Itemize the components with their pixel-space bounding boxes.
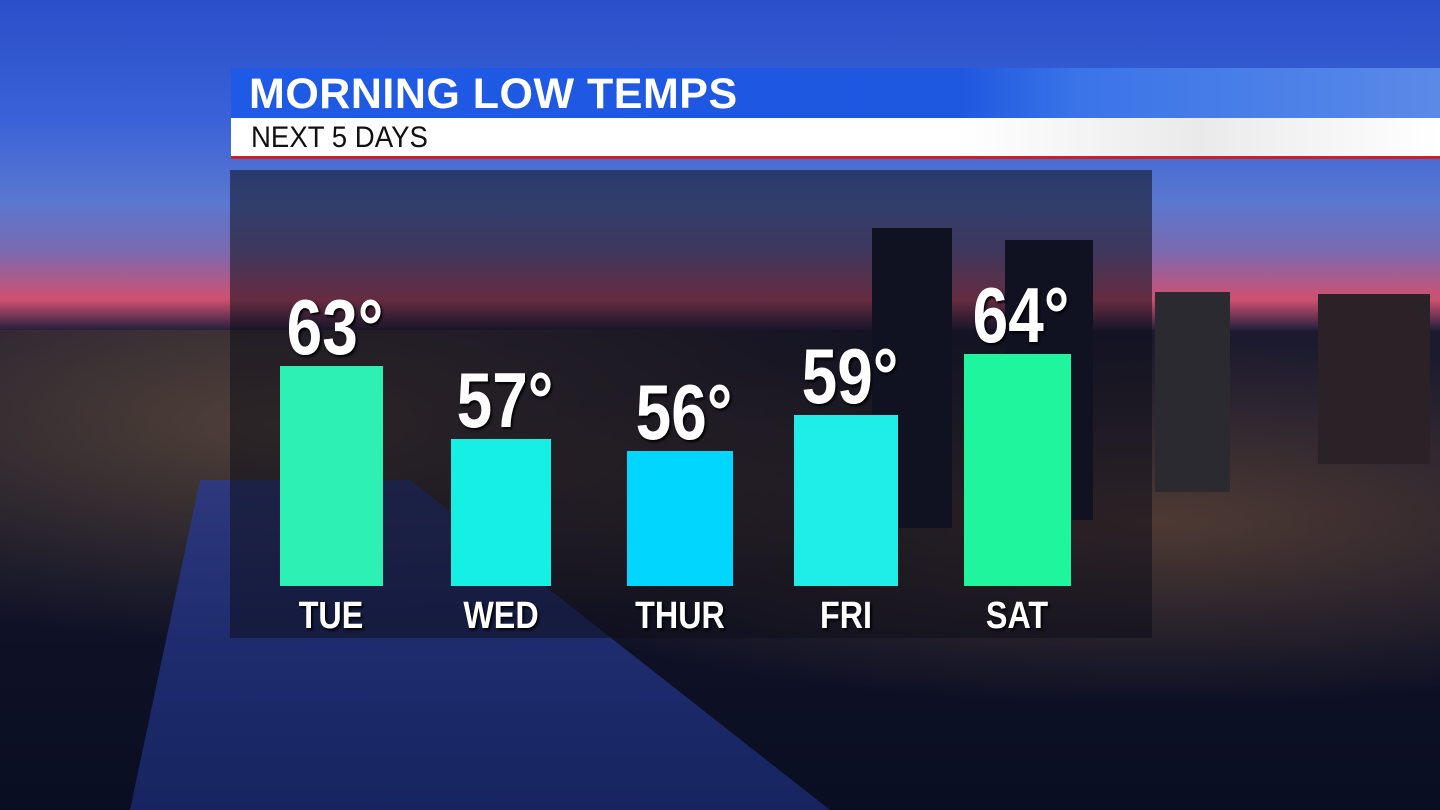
bar-thur: [627, 451, 733, 586]
chart-title: MORNING LOW TEMPS: [249, 70, 738, 118]
bar-wed: [451, 439, 551, 586]
bar-fri: [794, 414, 898, 586]
category-label: WED: [463, 595, 539, 637]
title-bar: MORNING LOW TEMPS: [231, 68, 1440, 118]
data-label: 64°: [972, 270, 1070, 359]
category-label: THUR: [635, 595, 725, 637]
chart-subtitle: NEXT 5 DAYS: [251, 121, 428, 154]
building: [1155, 292, 1230, 492]
data-label: 59°: [801, 331, 899, 420]
category-label: SAT: [985, 595, 1049, 637]
data-label: 57°: [456, 356, 554, 445]
bar-tue: [279, 365, 383, 586]
data-label: 56°: [635, 368, 733, 457]
data-label: 63°: [286, 282, 384, 371]
subtitle-bar: NEXT 5 DAYS: [231, 118, 1440, 159]
category-label: TUE: [298, 595, 364, 637]
building: [1318, 294, 1430, 464]
bar-sat: [963, 353, 1071, 586]
category-label: FRI: [819, 595, 873, 637]
